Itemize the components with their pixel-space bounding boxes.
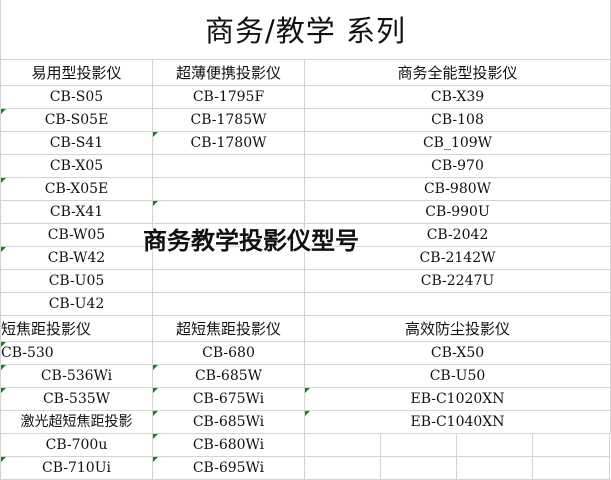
empty-cell[interactable] <box>153 178 305 201</box>
model-cell[interactable]: CB-980W <box>305 178 611 201</box>
model-cell[interactable]: 激光超短焦距投影 <box>0 411 153 434</box>
empty-cell[interactable] <box>305 293 611 316</box>
comment-marker-icon <box>305 411 310 416</box>
model-cell[interactable]: CB-1785W <box>153 109 305 132</box>
model-cell[interactable]: CB-536Wi <box>0 365 153 388</box>
model-cell[interactable]: CB-530 <box>0 342 153 365</box>
category-header-cell[interactable]: 易用型投影仪 <box>0 60 153 86</box>
model-cell[interactable]: CB-S05E <box>0 109 153 132</box>
model-cell[interactable]: CB-108 <box>305 109 611 132</box>
empty-cell[interactable] <box>533 457 610 480</box>
comment-marker-icon <box>1 388 6 393</box>
comment-marker-icon <box>1 365 6 370</box>
model-cell[interactable]: CB-680 <box>153 342 305 365</box>
model-cell[interactable]: CB-X39 <box>305 86 611 109</box>
model-cell[interactable]: CB-S05 <box>0 86 153 109</box>
model-cell[interactable]: CB-W05 <box>0 224 153 247</box>
empty-cell[interactable] <box>153 247 305 270</box>
model-cell[interactable]: CB-710Ui <box>0 457 153 480</box>
model-cell[interactable]: EB-C1020XN <box>305 388 611 411</box>
category-header-cell[interactable]: 短焦距投影仪 <box>0 316 153 342</box>
model-cell[interactable]: CB-2247U <box>305 270 611 293</box>
model-cell[interactable]: CB-W42 <box>0 247 153 270</box>
category-header-cell[interactable]: 高效防尘投影仪 <box>305 316 611 342</box>
model-cell[interactable]: EB-C1040XN <box>305 411 611 434</box>
model-cell[interactable]: CB-700u <box>0 434 153 457</box>
model-cell[interactable]: CB-X05E <box>0 178 153 201</box>
empty-cell[interactable] <box>457 457 533 480</box>
empty-cell[interactable] <box>381 434 457 457</box>
model-cell[interactable]: CB-U05 <box>0 270 153 293</box>
comment-marker-icon <box>1 247 6 252</box>
empty-cell[interactable] <box>153 270 305 293</box>
comment-marker-icon <box>153 365 158 370</box>
comment-marker-icon <box>1 178 6 183</box>
comment-marker-icon <box>153 201 158 206</box>
model-cell[interactable]: CB-695Wi <box>153 457 305 480</box>
model-cell[interactable]: CB-535W <box>0 388 153 411</box>
comment-marker-icon <box>153 434 158 439</box>
empty-cell[interactable] <box>457 434 533 457</box>
empty-cell[interactable] <box>153 224 305 247</box>
comment-marker-icon <box>153 411 158 416</box>
overlay-caption: 商务教学投影仪型号 <box>143 227 359 255</box>
model-cell[interactable]: CB-X05 <box>0 155 153 178</box>
model-cell[interactable]: CB-1780W <box>153 132 305 155</box>
model-cell[interactable]: CB-1795F <box>153 86 305 109</box>
model-cell[interactable]: CB-X41 <box>0 201 153 224</box>
empty-cell[interactable] <box>305 457 381 480</box>
model-cell[interactable]: CB-S41 <box>0 132 153 155</box>
model-cell[interactable]: CB-970 <box>305 155 611 178</box>
comment-marker-icon <box>153 457 158 462</box>
comment-marker-icon <box>153 132 158 137</box>
model-cell[interactable]: CB-U50 <box>305 365 611 388</box>
empty-cell[interactable] <box>153 293 305 316</box>
category-header-cell[interactable]: 超短焦距投影仪 <box>153 316 305 342</box>
comment-marker-icon <box>1 457 6 462</box>
category-header-cell[interactable]: 商务全能型投影仪 <box>305 60 611 86</box>
model-cell[interactable]: CB-U42 <box>0 293 153 316</box>
empty-cell[interactable] <box>153 201 305 224</box>
comment-marker-icon <box>1 342 6 347</box>
sheet-title: 商务/教学 系列 <box>0 0 611 60</box>
model-cell[interactable]: CB-680Wi <box>153 434 305 457</box>
comment-marker-icon <box>153 388 158 393</box>
comment-marker-icon <box>1 109 6 114</box>
empty-cell[interactable] <box>533 434 610 457</box>
empty-cell[interactable] <box>305 434 381 457</box>
empty-cell[interactable] <box>153 155 305 178</box>
category-header-cell[interactable]: 超薄便携投影仪 <box>153 60 305 86</box>
model-cell[interactable]: CB_109W <box>305 132 611 155</box>
model-cell[interactable]: CB-675Wi <box>153 388 305 411</box>
comment-marker-icon <box>305 388 310 393</box>
empty-cell[interactable] <box>381 457 457 480</box>
model-cell[interactable]: CB-X50 <box>305 342 611 365</box>
model-cell[interactable]: CB-685W <box>153 365 305 388</box>
model-cell[interactable]: CB-685Wi <box>153 411 305 434</box>
